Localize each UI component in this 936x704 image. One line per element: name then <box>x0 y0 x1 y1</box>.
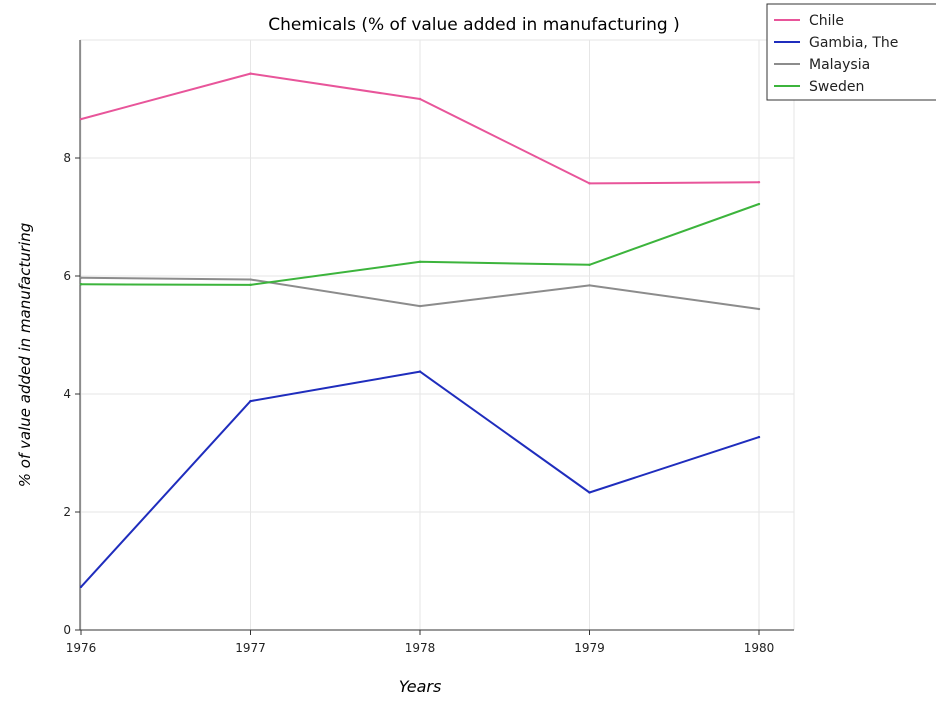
series-lines <box>79 72 761 589</box>
grid <box>80 39 795 631</box>
x-tick-label: 1978 <box>405 641 436 655</box>
data-point <box>588 182 591 185</box>
legend-label: Chile <box>809 13 844 29</box>
data-point <box>418 97 422 101</box>
data-point <box>79 117 83 121</box>
y-tick-label: 4 <box>63 387 71 401</box>
data-point <box>418 370 422 373</box>
data-point <box>79 585 83 589</box>
data-point <box>757 435 761 439</box>
y-tick-label: 0 <box>63 623 71 637</box>
legend: Chile Gambia, The Malaysia Sweden <box>766 3 936 101</box>
x-tick-label: 1980 <box>744 641 775 655</box>
y-tick-label: 2 <box>63 505 71 519</box>
data-point <box>757 180 761 184</box>
data-point <box>418 260 422 264</box>
data-point <box>757 202 761 206</box>
chart-title: Chemicals (% of value added in manufactu… <box>268 15 680 35</box>
x-tick-label: 1977 <box>235 641 266 655</box>
data-point <box>588 263 591 266</box>
legend-label: Gambia, The <box>809 35 898 51</box>
data-point <box>79 283 83 286</box>
data-point <box>249 72 252 75</box>
y-tick-label: 6 <box>63 269 71 283</box>
data-point <box>757 307 761 311</box>
y-axis-label: % of value added in manufacturing <box>16 223 34 487</box>
axes: 1976 1977 1978 1979 1980 0 2 4 6 8 <box>63 40 794 655</box>
legend-label: Sweden <box>809 79 864 95</box>
x-axis-label: Years <box>399 677 442 696</box>
data-point <box>588 491 591 494</box>
legend-label: Malaysia <box>809 57 870 73</box>
x-tick-label: 1979 <box>574 641 605 655</box>
data-point <box>249 399 252 403</box>
data-point <box>249 283 252 287</box>
data-point <box>588 284 591 287</box>
y-tick-label: 8 <box>63 151 71 165</box>
x-tick-label: 1976 <box>66 641 97 655</box>
data-point <box>79 276 83 279</box>
data-point <box>249 278 252 281</box>
data-point <box>418 304 422 308</box>
